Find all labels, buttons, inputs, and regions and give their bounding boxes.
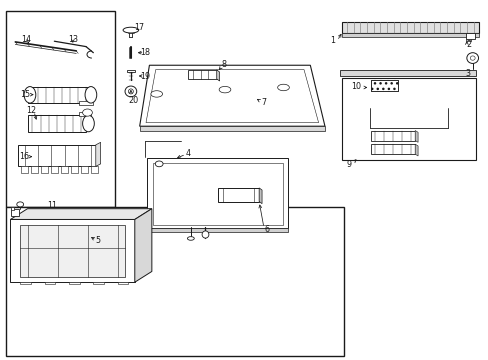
Bar bbox=[11, 207, 14, 211]
Polygon shape bbox=[140, 65, 325, 126]
Polygon shape bbox=[44, 282, 55, 284]
Polygon shape bbox=[188, 70, 216, 79]
Polygon shape bbox=[135, 209, 152, 282]
Text: 4: 4 bbox=[185, 149, 190, 158]
Polygon shape bbox=[27, 116, 86, 132]
Ellipse shape bbox=[128, 89, 133, 94]
Polygon shape bbox=[20, 282, 31, 284]
Ellipse shape bbox=[125, 86, 137, 97]
Text: 2: 2 bbox=[465, 40, 470, 49]
Polygon shape bbox=[341, 33, 478, 37]
Bar bbox=[11, 210, 19, 216]
Polygon shape bbox=[341, 22, 478, 33]
Polygon shape bbox=[31, 166, 38, 173]
Ellipse shape bbox=[219, 86, 230, 93]
Text: 6: 6 bbox=[264, 225, 269, 234]
Polygon shape bbox=[414, 144, 417, 156]
Bar bbox=[466, 33, 474, 39]
Polygon shape bbox=[118, 282, 128, 284]
Polygon shape bbox=[339, 69, 475, 76]
Ellipse shape bbox=[85, 87, 97, 103]
Text: 15: 15 bbox=[20, 90, 30, 99]
Text: 16: 16 bbox=[19, 152, 29, 161]
Text: 20: 20 bbox=[128, 95, 138, 104]
Ellipse shape bbox=[469, 56, 474, 60]
Ellipse shape bbox=[123, 27, 139, 33]
Polygon shape bbox=[259, 188, 262, 204]
Bar bbox=[79, 101, 93, 105]
Polygon shape bbox=[93, 282, 104, 284]
Polygon shape bbox=[140, 126, 325, 131]
Polygon shape bbox=[147, 228, 288, 232]
Bar bbox=[79, 112, 91, 116]
Text: 19: 19 bbox=[140, 72, 150, 81]
Text: 17: 17 bbox=[134, 23, 144, 32]
Polygon shape bbox=[10, 209, 152, 220]
Polygon shape bbox=[217, 188, 259, 202]
Polygon shape bbox=[216, 70, 219, 81]
Bar bbox=[202, 231, 208, 234]
Text: 13: 13 bbox=[68, 35, 78, 44]
Polygon shape bbox=[370, 131, 414, 140]
Bar bbox=[370, 80, 397, 91]
Polygon shape bbox=[91, 166, 98, 173]
Text: 11: 11 bbox=[47, 201, 57, 210]
Text: 18: 18 bbox=[140, 48, 150, 57]
Polygon shape bbox=[27, 87, 88, 103]
Polygon shape bbox=[341, 78, 475, 160]
Text: 10: 10 bbox=[351, 82, 361, 91]
Ellipse shape bbox=[151, 91, 162, 97]
Polygon shape bbox=[71, 166, 78, 173]
Polygon shape bbox=[146, 69, 318, 123]
Polygon shape bbox=[81, 166, 87, 173]
Text: 14: 14 bbox=[21, 35, 31, 44]
Bar bbox=[127, 69, 135, 72]
Polygon shape bbox=[41, 166, 48, 173]
Polygon shape bbox=[370, 144, 414, 154]
Polygon shape bbox=[51, 166, 58, 173]
Text: 9: 9 bbox=[346, 161, 351, 170]
Text: 3: 3 bbox=[465, 69, 469, 78]
Polygon shape bbox=[147, 158, 288, 228]
Ellipse shape bbox=[82, 115, 94, 132]
Text: 5: 5 bbox=[96, 237, 101, 246]
Text: 1: 1 bbox=[329, 36, 334, 45]
Bar bbox=[5, 12, 115, 207]
Ellipse shape bbox=[187, 237, 194, 240]
Ellipse shape bbox=[155, 161, 163, 167]
Bar bbox=[5, 207, 344, 356]
Ellipse shape bbox=[24, 87, 36, 103]
Ellipse shape bbox=[277, 84, 289, 91]
Text: 7: 7 bbox=[261, 98, 266, 107]
Ellipse shape bbox=[202, 231, 208, 238]
Ellipse shape bbox=[17, 202, 23, 207]
Text: 12: 12 bbox=[26, 105, 36, 114]
Ellipse shape bbox=[82, 109, 92, 116]
Polygon shape bbox=[10, 220, 135, 282]
Polygon shape bbox=[69, 282, 80, 284]
Polygon shape bbox=[21, 166, 28, 173]
Bar bbox=[466, 39, 470, 41]
Polygon shape bbox=[153, 163, 282, 225]
Polygon shape bbox=[20, 225, 125, 277]
Text: 8: 8 bbox=[221, 60, 226, 69]
Polygon shape bbox=[18, 145, 96, 166]
Polygon shape bbox=[96, 142, 101, 166]
Bar bbox=[370, 80, 397, 91]
Polygon shape bbox=[61, 166, 68, 173]
Ellipse shape bbox=[466, 53, 478, 63]
Polygon shape bbox=[414, 131, 417, 142]
